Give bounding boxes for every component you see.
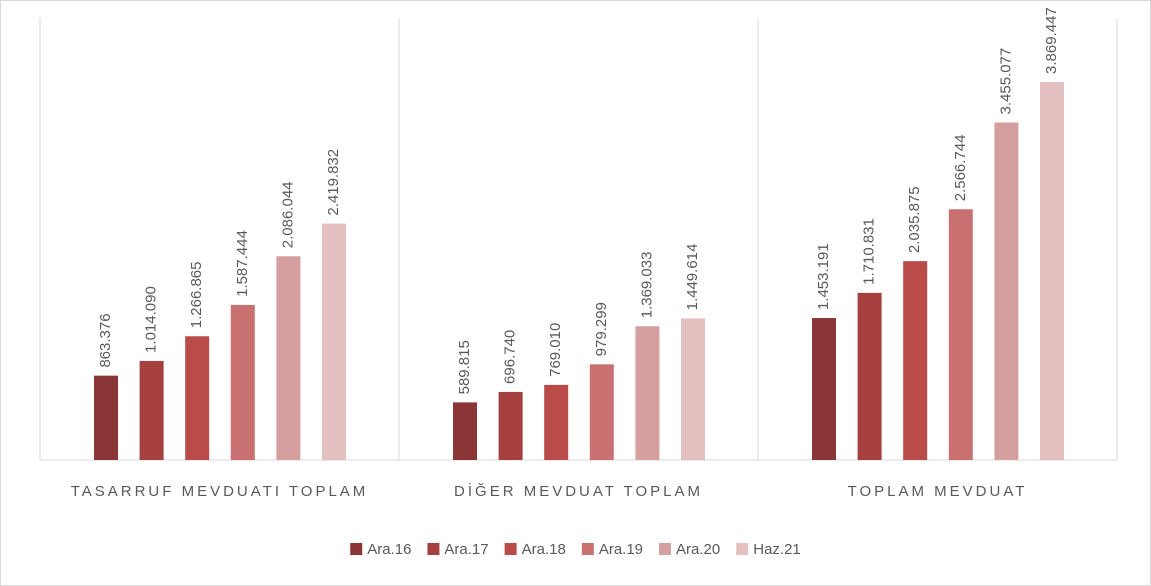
legend-swatch <box>427 543 440 555</box>
bar <box>948 209 973 460</box>
legend-label: Haz.21 <box>753 541 801 558</box>
legend-label: Ara.20 <box>676 541 720 558</box>
bar <box>589 364 614 460</box>
bar <box>230 304 255 460</box>
data-label: 2.419.832 <box>325 149 342 216</box>
legend-label: Ara.18 <box>522 541 566 558</box>
data-label: 2.035.875 <box>906 186 923 253</box>
data-label: 1.587.444 <box>234 230 251 297</box>
data-label: 3.869.447 <box>1043 7 1060 74</box>
bar <box>276 256 301 460</box>
data-label: 769.010 <box>547 323 564 377</box>
bar <box>994 122 1019 461</box>
x-tick-label: TOPLAM MEVDUAT <box>848 483 1028 500</box>
bar <box>1040 82 1064 460</box>
data-label: 979.299 <box>593 302 610 356</box>
legend-swatch <box>581 543 594 555</box>
bar <box>903 261 928 460</box>
bar <box>453 402 477 460</box>
legend-label: Ara.17 <box>444 541 488 558</box>
data-label: 589.815 <box>456 340 473 394</box>
data-label: 863.376 <box>97 313 114 367</box>
legend-label: Ara.16 <box>367 541 411 558</box>
data-label: 1.266.865 <box>188 262 205 329</box>
bar <box>94 375 118 460</box>
bar <box>635 326 660 460</box>
bar <box>857 292 882 460</box>
bar <box>498 391 523 460</box>
data-label: 1.449.614 <box>684 244 701 311</box>
bar <box>544 384 569 460</box>
data-label: 3.455.077 <box>997 48 1014 115</box>
data-label: 1.453.191 <box>815 243 832 310</box>
data-label: 2.086.044 <box>279 181 296 248</box>
legend-label: Ara.19 <box>599 541 643 558</box>
x-tick-label: DİĞER MEVDUAT TOPLAM <box>454 482 703 500</box>
legend-swatch <box>736 543 749 555</box>
legend-swatch <box>350 543 363 555</box>
data-label: 1.014.090 <box>143 286 160 353</box>
legend-swatch <box>504 543 517 555</box>
bar <box>681 318 705 460</box>
x-tick-label: TASARRUF MEVDUATI TOPLAM <box>71 483 369 500</box>
data-label: 696.740 <box>502 330 519 384</box>
data-label: 1.369.033 <box>638 252 655 319</box>
bar <box>322 223 346 460</box>
data-label: 1.710.831 <box>861 218 878 285</box>
bar <box>139 360 164 460</box>
bar <box>812 318 836 460</box>
legend-swatch <box>659 543 672 555</box>
data-label: 2.566.744 <box>952 135 969 202</box>
bar <box>185 336 210 460</box>
